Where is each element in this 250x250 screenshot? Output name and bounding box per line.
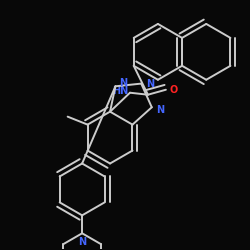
Text: O: O bbox=[170, 85, 178, 95]
Text: N: N bbox=[146, 78, 154, 88]
Text: N: N bbox=[120, 78, 128, 88]
Text: N: N bbox=[78, 237, 86, 247]
Text: N: N bbox=[156, 105, 164, 115]
Text: HN: HN bbox=[112, 86, 128, 96]
